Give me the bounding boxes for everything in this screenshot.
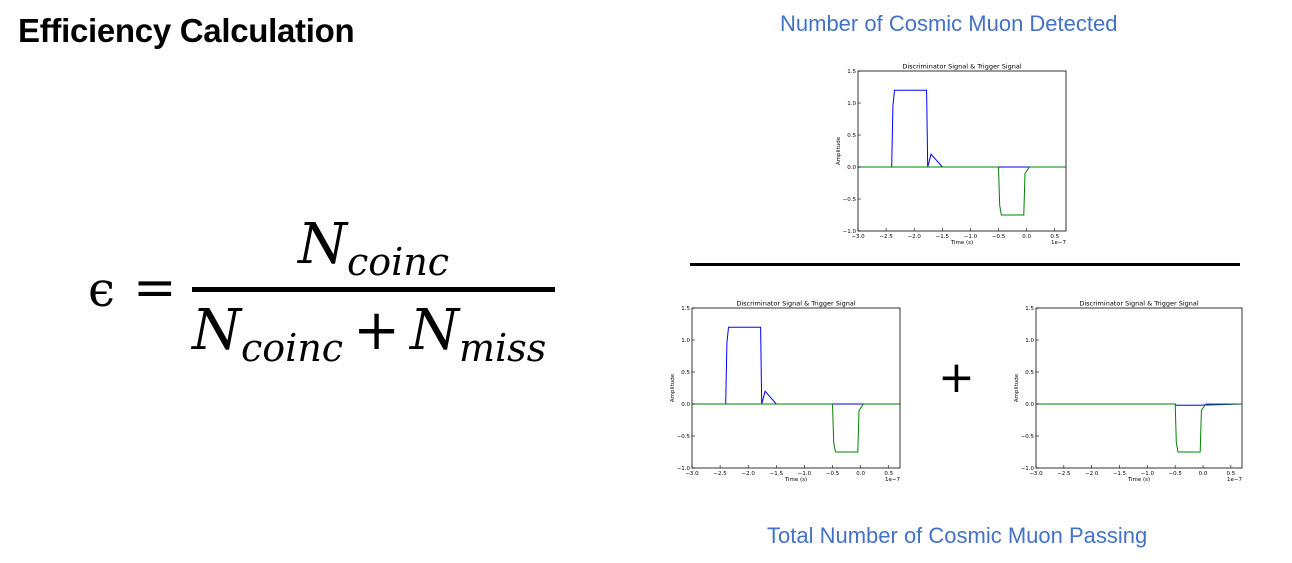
- y-tick-label: −0.5: [1021, 434, 1035, 440]
- chart-title: Discriminator Signal & Trigger Signal: [736, 300, 856, 308]
- x-tick-label: −1.0: [1141, 471, 1155, 477]
- y-tick-label: 1.0: [847, 101, 856, 107]
- x-tick-label: −3.0: [851, 234, 865, 240]
- epsilon-symbol: ϵ: [88, 262, 115, 318]
- x-offset-label: 1e−7: [1051, 240, 1066, 246]
- y-tick-label: −0.5: [677, 434, 691, 440]
- x-tick-label: 0.0: [1022, 234, 1031, 240]
- y-tick-label: 1.0: [681, 338, 690, 344]
- denominator-base-1: N: [192, 298, 241, 363]
- chart-title: Discriminator Signal & Trigger Signal: [902, 63, 1022, 71]
- x-tick-label: −2.0: [908, 234, 922, 240]
- series-line-0: [858, 89, 1066, 168]
- x-tick-label: −3.0: [1029, 471, 1043, 477]
- y-tick-label: 1.5: [1025, 306, 1034, 312]
- plot-frame: [1035, 307, 1243, 469]
- y-tick-label: 0.5: [847, 133, 856, 139]
- series-line-1: [858, 166, 1066, 216]
- denominator-subscript-1: coinc: [241, 326, 344, 370]
- y-tick-label: 0.5: [681, 370, 690, 376]
- y-tick-label: −0.5: [843, 197, 857, 203]
- x-tick-label: −1.0: [798, 471, 812, 477]
- y-tick-label: −1.0: [677, 466, 691, 472]
- numerator-subscript: coinc: [347, 240, 450, 284]
- x-tick-label: 0.5: [1226, 471, 1235, 477]
- numerator-base: N: [298, 212, 347, 277]
- series-line-0: [692, 326, 900, 405]
- y-tick-label: 1.0: [1025, 338, 1034, 344]
- y-tick-label: 0.0: [847, 165, 856, 171]
- caption-passing: Total Number of Cosmic Muon Passing: [767, 523, 1148, 548]
- x-offset-label: 1e−7: [1227, 477, 1242, 483]
- y-tick-label: 1.5: [847, 69, 856, 75]
- x-tick-label: −0.5: [826, 471, 840, 477]
- x-tick-label: −1.5: [770, 471, 784, 477]
- y-tick-label: −1.0: [843, 229, 857, 235]
- formula-denominator: Ncoinc + Nmiss: [192, 298, 546, 370]
- chart-total-miss: Discriminator Signal & Trigger Signal −3.…: [1014, 300, 1243, 484]
- x-axis-label: Time (s): [784, 477, 807, 483]
- y-axis-label: Amplitude: [836, 136, 842, 165]
- x-tick-label: −1.5: [1113, 471, 1127, 477]
- x-tick-label: 0.5: [884, 471, 893, 477]
- denominator-subscript-2: miss: [459, 326, 547, 370]
- x-tick-label: −3.0: [685, 471, 699, 477]
- x-tick-label: −2.5: [1057, 471, 1071, 477]
- fraction-bar: [192, 287, 555, 292]
- y-tick-label: 1.5: [681, 306, 690, 312]
- x-axis-label: Time (s): [950, 240, 973, 246]
- y-tick-label: −1.0: [1021, 466, 1035, 472]
- x-tick-label: −0.5: [1169, 471, 1183, 477]
- x-tick-label: −2.5: [713, 471, 727, 477]
- chart-total-coincidence: Discriminator Signal & Trigger Signal −3.…: [670, 300, 901, 484]
- denominator-plus: +: [353, 298, 400, 363]
- x-tick-label: 0.5: [1050, 234, 1059, 240]
- chart-coincidence: Discriminator Signal & Trigger Signal −3.…: [836, 63, 1067, 247]
- x-tick-label: 0.0: [856, 471, 865, 477]
- plot-division-bar: [690, 263, 1240, 266]
- caption-detected: Number of Cosmic Muon Detected: [780, 11, 1118, 36]
- y-axis-label: Amplitude: [670, 373, 676, 402]
- series-line-1: [1036, 403, 1242, 453]
- page-title: Efficiency Calculation: [18, 12, 355, 49]
- x-tick-label: −2.0: [1085, 471, 1099, 477]
- y-tick-label: 0.5: [1025, 370, 1034, 376]
- x-tick-label: −0.5: [992, 234, 1006, 240]
- denominator-base-2: N: [410, 298, 459, 363]
- x-tick-label: −2.0: [742, 471, 756, 477]
- x-tick-label: −1.5: [936, 234, 950, 240]
- x-tick-label: 0.0: [1199, 471, 1208, 477]
- y-tick-label: 0.0: [681, 402, 690, 408]
- x-offset-label: 1e−7: [885, 477, 900, 483]
- x-tick-label: −2.5: [879, 234, 893, 240]
- x-axis-label: Time (s): [1127, 477, 1150, 483]
- equals-sign: =: [133, 258, 177, 318]
- y-tick-label: 0.0: [1025, 402, 1034, 408]
- plot-frame: [857, 70, 1067, 232]
- plot-frame: [691, 307, 901, 469]
- series-line-1: [692, 403, 900, 453]
- x-tick-label: −1.0: [964, 234, 978, 240]
- y-axis-label: Amplitude: [1014, 373, 1020, 402]
- chart-title: Discriminator Signal & Trigger Signal: [1079, 300, 1199, 308]
- formula-numerator: Ncoinc: [298, 212, 449, 284]
- plot-plus-sign: +: [938, 352, 975, 403]
